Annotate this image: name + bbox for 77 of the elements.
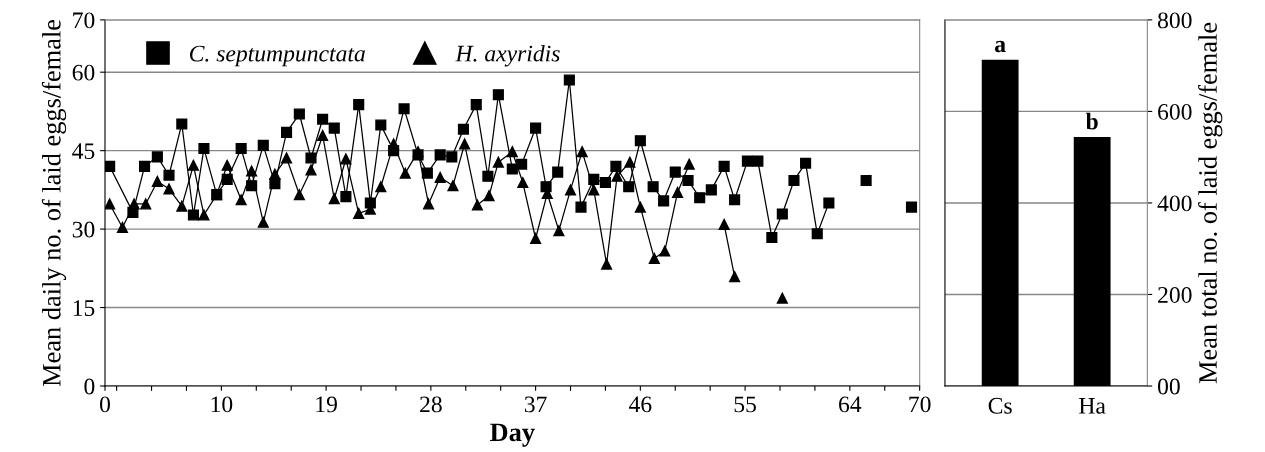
annotation: a: [995, 40, 1006, 53]
x-tick-label: 37: [524, 396, 547, 413]
point: [128, 198, 140, 210]
y-tick-label: 70: [73, 12, 95, 29]
point: [683, 158, 695, 170]
point: [340, 153, 352, 165]
y-tick-label: 00: [1157, 378, 1180, 395]
y-tick-label: 45: [72, 143, 95, 160]
point: [576, 146, 588, 158]
point: [317, 129, 329, 142]
point: [353, 207, 365, 219]
point: [459, 138, 471, 150]
point: [375, 181, 387, 193]
point: [729, 271, 741, 283]
point: [776, 292, 788, 304]
x-axis-title: Day: [490, 423, 535, 447]
x-tick-label: 70: [909, 396, 931, 413]
point: [388, 138, 400, 150]
point: [447, 180, 459, 192]
y-tick-label: 15: [73, 300, 95, 316]
point: [399, 167, 411, 179]
x-tick-label: 46: [629, 396, 652, 413]
point: [293, 189, 305, 201]
point: [280, 152, 293, 164]
x-tick-label: 55: [734, 396, 756, 413]
point: [483, 190, 495, 202]
x-tick-label: Cs: [988, 397, 1012, 414]
point: [163, 183, 175, 195]
point: [140, 198, 152, 210]
point: [672, 186, 684, 199]
point: [235, 194, 247, 206]
point: [601, 258, 613, 270]
x-tick-label: 10: [211, 396, 233, 413]
point: [198, 209, 210, 221]
y-tick-label: 200: [1158, 286, 1192, 303]
point: [187, 159, 200, 171]
y-axis-title: Mean total no. of laid eggs/female: [1198, 22, 1223, 384]
point: [176, 200, 188, 212]
annotation: b: [1085, 112, 1098, 130]
x-tick-label: Ha: [1079, 398, 1106, 414]
x-tick-label: 28: [420, 396, 442, 413]
legend-label: C. septumpunctata: [190, 45, 365, 67]
point: [506, 146, 518, 158]
point: [434, 171, 446, 183]
y-axis-title: Mean daily no. of laid eggs/female: [41, 19, 67, 387]
point: [530, 232, 542, 245]
x-tick-label: 0: [99, 396, 110, 413]
y-tick-label: 600: [1158, 103, 1192, 120]
y-tick-label: 400: [1157, 195, 1192, 212]
point: [116, 221, 129, 234]
point: [517, 176, 529, 189]
point: [718, 218, 730, 230]
point: [648, 252, 660, 264]
point: [471, 199, 483, 211]
point: [269, 168, 281, 180]
point: [492, 156, 504, 168]
point: [246, 165, 258, 177]
point: [221, 159, 233, 171]
point: [588, 184, 600, 196]
point: [151, 175, 163, 188]
point: [659, 245, 671, 257]
point: [422, 198, 435, 210]
y-tick-label: 60: [72, 64, 95, 81]
x-tick-label: 64: [839, 396, 862, 413]
point: [624, 156, 636, 168]
point: [257, 216, 269, 228]
point: [105, 198, 116, 210]
point: [553, 225, 565, 237]
x-tick-label: 19: [316, 396, 337, 413]
point: [564, 184, 577, 196]
point: [634, 201, 646, 213]
legend-label: H. axyridis: [455, 44, 560, 67]
point: [328, 193, 340, 205]
y-tick-label: 800: [1157, 12, 1192, 29]
y-tick-label: 0: [84, 378, 95, 395]
y-tick-label: 30: [72, 221, 95, 238]
point: [305, 164, 317, 176]
